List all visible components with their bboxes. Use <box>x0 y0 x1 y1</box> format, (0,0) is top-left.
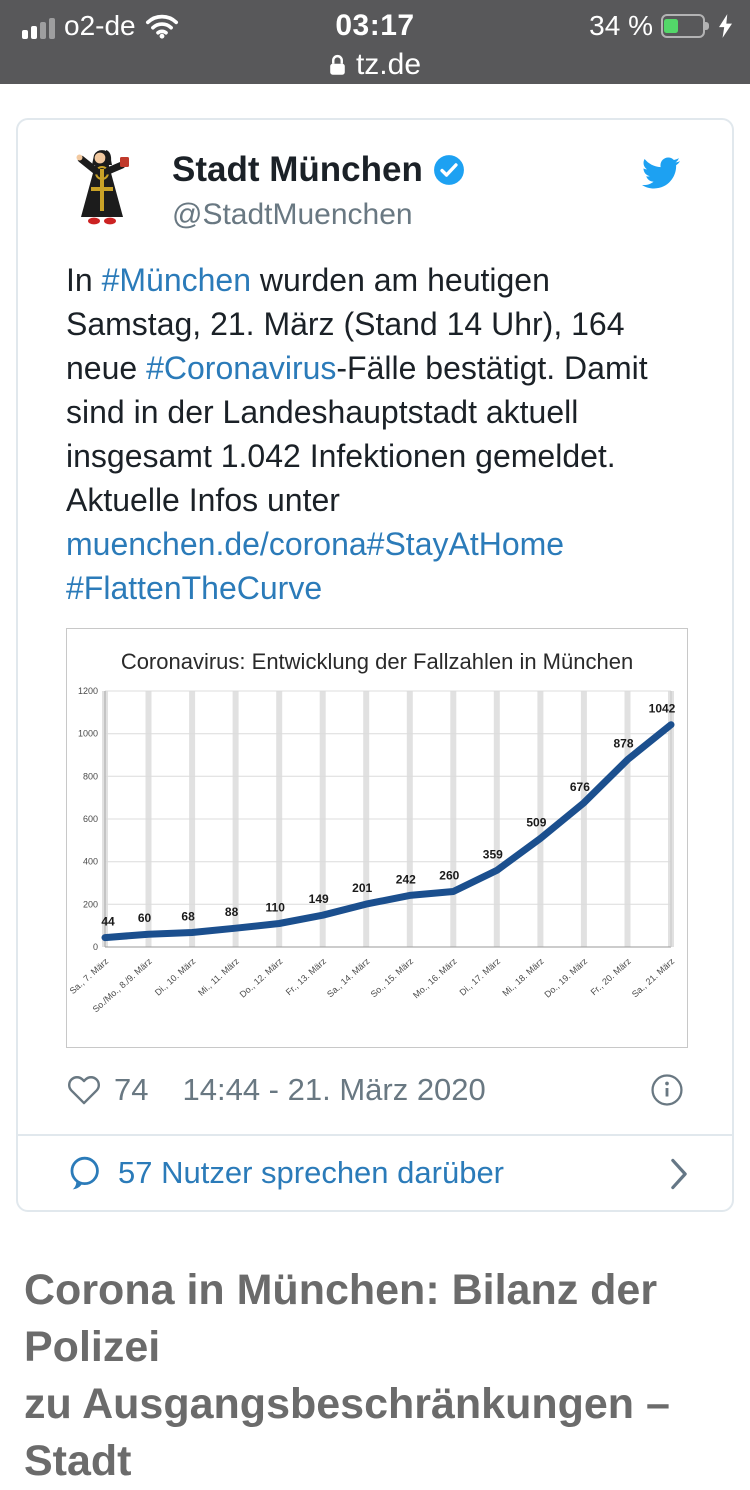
svg-text:201: 201 <box>352 881 372 895</box>
svg-text:Do., 12. März: Do., 12. März <box>238 956 285 1000</box>
tweet-timestamp[interactable]: 14:44 - 21. März 2020 <box>182 1072 486 1107</box>
svg-text:110: 110 <box>266 901 286 915</box>
tweet-text-segment: wurden am heutigen Samstag, 21. März (St… <box>66 262 625 386</box>
tweet-author-block: Stadt München @StadtMuenchen <box>172 144 465 232</box>
svg-text:260: 260 <box>439 869 459 883</box>
charging-bolt-icon <box>719 14 732 38</box>
svg-text:Sa., 21. März: Sa., 21. März <box>630 956 677 1000</box>
like-heart-icon[interactable] <box>66 1073 102 1107</box>
svg-text:68: 68 <box>181 910 195 924</box>
avatar[interactable] <box>66 144 138 230</box>
svg-text:Sa., 14. März: Sa., 14. März <box>325 956 372 1000</box>
carrier-label: o2-de <box>64 10 136 41</box>
conversation-link-row[interactable]: 57 Nutzer sprechen darüber <box>18 1134 732 1210</box>
article-headline: Corona in München: Bilanz der Polizei zu… <box>24 1262 730 1490</box>
svg-text:Di., 17. März: Di., 17. März <box>458 956 503 998</box>
chart-image[interactable]: Coronavirus: Entwicklung der Fallzahlen … <box>66 628 688 1048</box>
svg-text:149: 149 <box>309 892 329 906</box>
cases-line-chart: 0 200 400 600 800 1000 1200 44 60 68 88 110 149 201 24… <box>68 686 677 1014</box>
svg-text:Mo., 16. März: Mo., 16. März <box>411 956 459 1001</box>
tweet-link[interactable]: #München <box>101 262 252 298</box>
tweet-link[interactable]: #FlattenTheCurve <box>66 570 323 606</box>
svg-text:242: 242 <box>396 872 416 886</box>
wifi-icon <box>145 14 178 39</box>
svg-text:509: 509 <box>526 815 546 829</box>
tweet-text-segment: In <box>66 262 102 298</box>
article-headline-line2: zu Ausgangsbeschränkungen – Stadt <box>24 1380 670 1485</box>
svg-text:44: 44 <box>101 915 115 929</box>
status-bar-top-row: o2-de 03:17 34 % <box>0 0 750 46</box>
tweet-footer: 74 14:44 - 21. März 2020 <box>66 1068 684 1112</box>
tweet-text-segment: -Fälle bestätigt. Damit sind in der Land… <box>66 350 648 518</box>
svg-text:1042: 1042 <box>649 702 676 716</box>
article-headline-line1: Corona in München: Bilanz der Polizei <box>24 1266 658 1371</box>
like-count[interactable]: 74 <box>114 1072 149 1107</box>
chevron-right-icon <box>671 1158 687 1190</box>
svg-text:Do., 19. März: Do., 19. März <box>542 956 589 1000</box>
svg-text:Mi., 11. März: Mi., 11. März <box>196 956 241 998</box>
svg-text:400: 400 <box>83 857 98 867</box>
tweet-text: In #München wurden am heutigen Samstag, … <box>66 258 688 610</box>
tweet-link[interactable]: #Coronavirus <box>146 350 337 386</box>
svg-text:Mi., 18. März: Mi., 18. März <box>500 956 546 999</box>
svg-text:So., 15. März: So., 15. März <box>369 956 416 1000</box>
embedded-tweet-card: Stadt München @StadtMuenchen In #München… <box>16 118 734 1212</box>
url-label: tz.de <box>355 48 422 81</box>
battery-percent-label: 34 % <box>589 10 653 41</box>
svg-text:Fr., 13. März: Fr., 13. März <box>284 956 329 998</box>
status-left-cluster: o2-de <box>22 10 179 42</box>
clock-label: 03:17 <box>335 9 415 42</box>
svg-text:878: 878 <box>613 737 633 751</box>
svg-text:60: 60 <box>138 911 152 925</box>
svg-text:676: 676 <box>570 780 590 794</box>
svg-text:600: 600 <box>83 814 98 824</box>
conversation-link-label: 57 Nutzer sprechen darüber <box>118 1155 505 1190</box>
twitter-logo-icon[interactable] <box>638 154 684 192</box>
battery-icon <box>661 14 711 38</box>
author-name[interactable]: Stadt München <box>172 150 423 189</box>
verified-badge-icon <box>433 155 464 185</box>
status-bar: o2-de 03:17 34 % tz.de <box>0 0 750 84</box>
cell-signal-icon <box>22 13 55 39</box>
svg-text:200: 200 <box>83 899 98 909</box>
svg-text:0: 0 <box>93 942 98 952</box>
status-right-cluster: 34 % <box>589 10 732 42</box>
url-bar[interactable]: tz.de <box>0 46 750 84</box>
svg-text:359: 359 <box>483 847 503 861</box>
author-handle[interactable]: @StadtMuenchen <box>172 198 413 231</box>
tweet-link[interactable]: #StayAtHome <box>366 526 565 562</box>
svg-text:1000: 1000 <box>78 729 98 739</box>
svg-text:88: 88 <box>225 905 239 919</box>
svg-text:1200: 1200 <box>78 686 98 696</box>
tweet-header: Stadt München @StadtMuenchen <box>66 144 684 232</box>
tweet-link[interactable]: muenchen.de/corona <box>66 526 367 562</box>
info-icon[interactable] <box>650 1073 684 1107</box>
svg-text:Di., 10. März: Di., 10. März <box>153 956 198 998</box>
chart-title: Coronavirus: Entwicklung der Fallzahlen … <box>120 649 634 674</box>
svg-text:Fr., 20. März: Fr., 20. März <box>589 956 634 998</box>
svg-text:800: 800 <box>83 771 98 781</box>
speech-bubble-icon <box>70 1156 99 1190</box>
lock-icon <box>330 54 345 75</box>
tweet-body: Stadt München @StadtMuenchen In #München… <box>18 120 732 1134</box>
svg-text:Sa., 7. März: Sa., 7. März <box>68 956 111 996</box>
